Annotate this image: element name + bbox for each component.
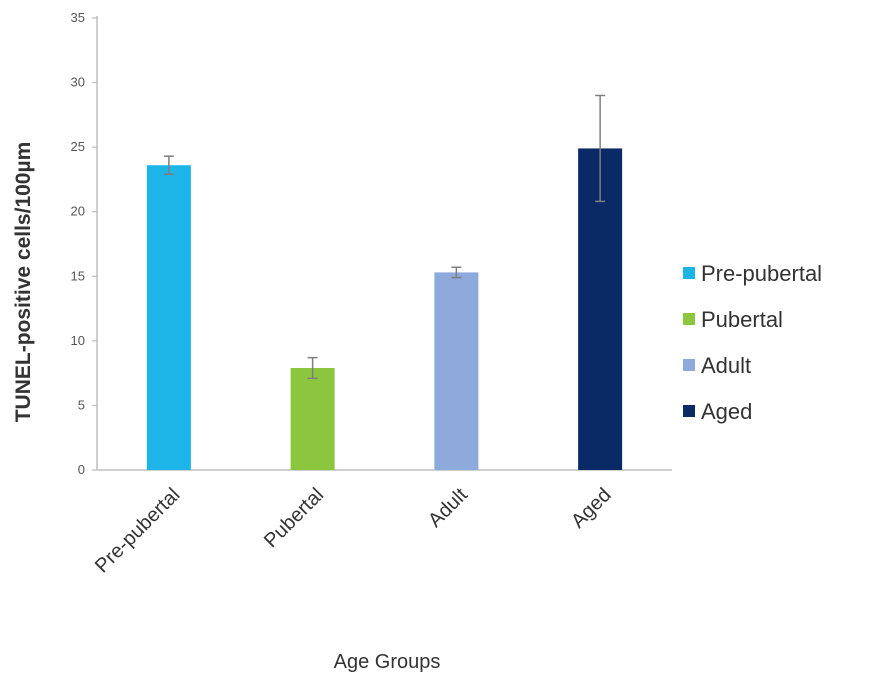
legend-item: Pubertal: [683, 307, 783, 332]
bars: [146, 148, 623, 471]
category-label: Aged: [567, 484, 616, 533]
legend: Pre-pubertal Pubertal Adult Aged: [683, 261, 822, 424]
bar: [290, 367, 335, 470]
y-axis-title: TUNEL-positive cells/100µm: [12, 142, 35, 423]
y-ticks: 0 5 10 15 20 25 30 35: [71, 10, 97, 477]
category-label: Adult: [424, 484, 472, 532]
y-tick-label: 5: [78, 397, 85, 412]
y-tick-label: 20: [71, 204, 85, 219]
y-tick-label: 25: [71, 139, 85, 154]
legend-swatch: [683, 405, 695, 417]
y-tick-label: 35: [71, 10, 85, 25]
error-bars: [163, 94, 606, 380]
legend-swatch: [683, 359, 695, 371]
legend-swatch: [683, 313, 695, 325]
axes: [96, 16, 672, 471]
y-tick-label: 10: [71, 333, 85, 348]
bar: [434, 272, 479, 470]
error-bar: [163, 155, 174, 176]
legend-item: Adult: [683, 353, 751, 378]
x-axis-title: Age Groups: [334, 651, 441, 673]
y-tick-label: 0: [78, 462, 85, 477]
legend-item: Aged: [683, 399, 752, 424]
legend-label: Aged: [701, 399, 752, 424]
legend-label: Pubertal: [701, 307, 783, 332]
error-bar: [307, 356, 318, 380]
legend-label: Pre-pubertal: [701, 261, 822, 286]
legend-swatch: [683, 267, 695, 279]
legend-label: Adult: [701, 353, 751, 378]
error-bar: [595, 94, 606, 203]
error-bar: [451, 266, 462, 279]
category-label: Pre-pubertal: [91, 484, 184, 577]
category-label: Pubertal: [260, 484, 328, 552]
legend-item: Pre-pubertal: [683, 261, 822, 286]
y-tick-label: 15: [71, 268, 85, 283]
bar: [146, 165, 191, 471]
category-labels: Pre-pubertal Pubertal Adult Aged: [91, 484, 616, 578]
y-tick-label: 30: [71, 75, 85, 90]
